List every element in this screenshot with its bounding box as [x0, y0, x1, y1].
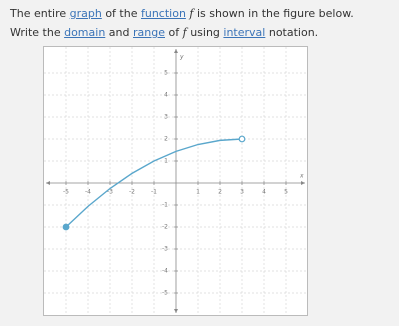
prompt-text: of [168, 26, 180, 39]
y-tick-label: -5 [162, 290, 168, 297]
prompt-text: of the [105, 7, 138, 20]
prompt-text: Write the [10, 26, 61, 39]
x-tick-label: -2 [129, 189, 135, 196]
y-tick-label: 4 [164, 92, 168, 99]
prompt-text: notation. [268, 26, 319, 39]
x-tick-label: -3 [107, 189, 113, 196]
x-tick-label: -5 [63, 189, 69, 196]
prompt-line: Write the domain and range of f using interval n… [10, 26, 322, 39]
start-point [62, 223, 70, 231]
end-point [238, 135, 246, 143]
x-tick-label: 4 [262, 189, 266, 196]
y-tick-label: -1 [162, 202, 168, 209]
y-tick-label: 1 [164, 158, 168, 165]
axis-arrow [46, 49, 305, 313]
glossary-link[interactable]: range [133, 26, 165, 39]
prompt-text: and [108, 26, 130, 39]
y-axis-label: y [179, 54, 184, 61]
prompt-text: The entire [10, 7, 67, 20]
x-tick-label: 1 [196, 189, 200, 196]
y-tick-label: -2 [162, 224, 168, 231]
x-tick-label: -1 [151, 189, 157, 196]
x-tick-label: 3 [240, 189, 244, 196]
x-tick-label: 2 [218, 189, 222, 196]
function-name: f [182, 26, 187, 39]
prompt-text: is shown in the figure below. [197, 7, 354, 20]
glossary-link[interactable]: graph [69, 7, 102, 20]
glossary-link[interactable]: interval [223, 26, 266, 39]
y-tick-label: 2 [164, 136, 168, 143]
x-tick-label: -4 [85, 189, 91, 196]
y-tick-label: -4 [162, 268, 168, 275]
curve [65, 138, 243, 228]
glossary-link[interactable]: function [140, 7, 186, 20]
y-tick-label: 5 [164, 70, 168, 77]
y-tick-label: 3 [164, 114, 168, 121]
prompt-line: The entire graph of the function f is shown i… [10, 7, 357, 20]
y-tick-label: -3 [162, 246, 168, 253]
x-axis-label: x [299, 173, 304, 180]
function-name: f [189, 7, 194, 20]
x-tick-label: 5 [284, 189, 288, 196]
glossary-link[interactable]: domain [64, 26, 106, 39]
prompt-text: using [190, 26, 220, 39]
